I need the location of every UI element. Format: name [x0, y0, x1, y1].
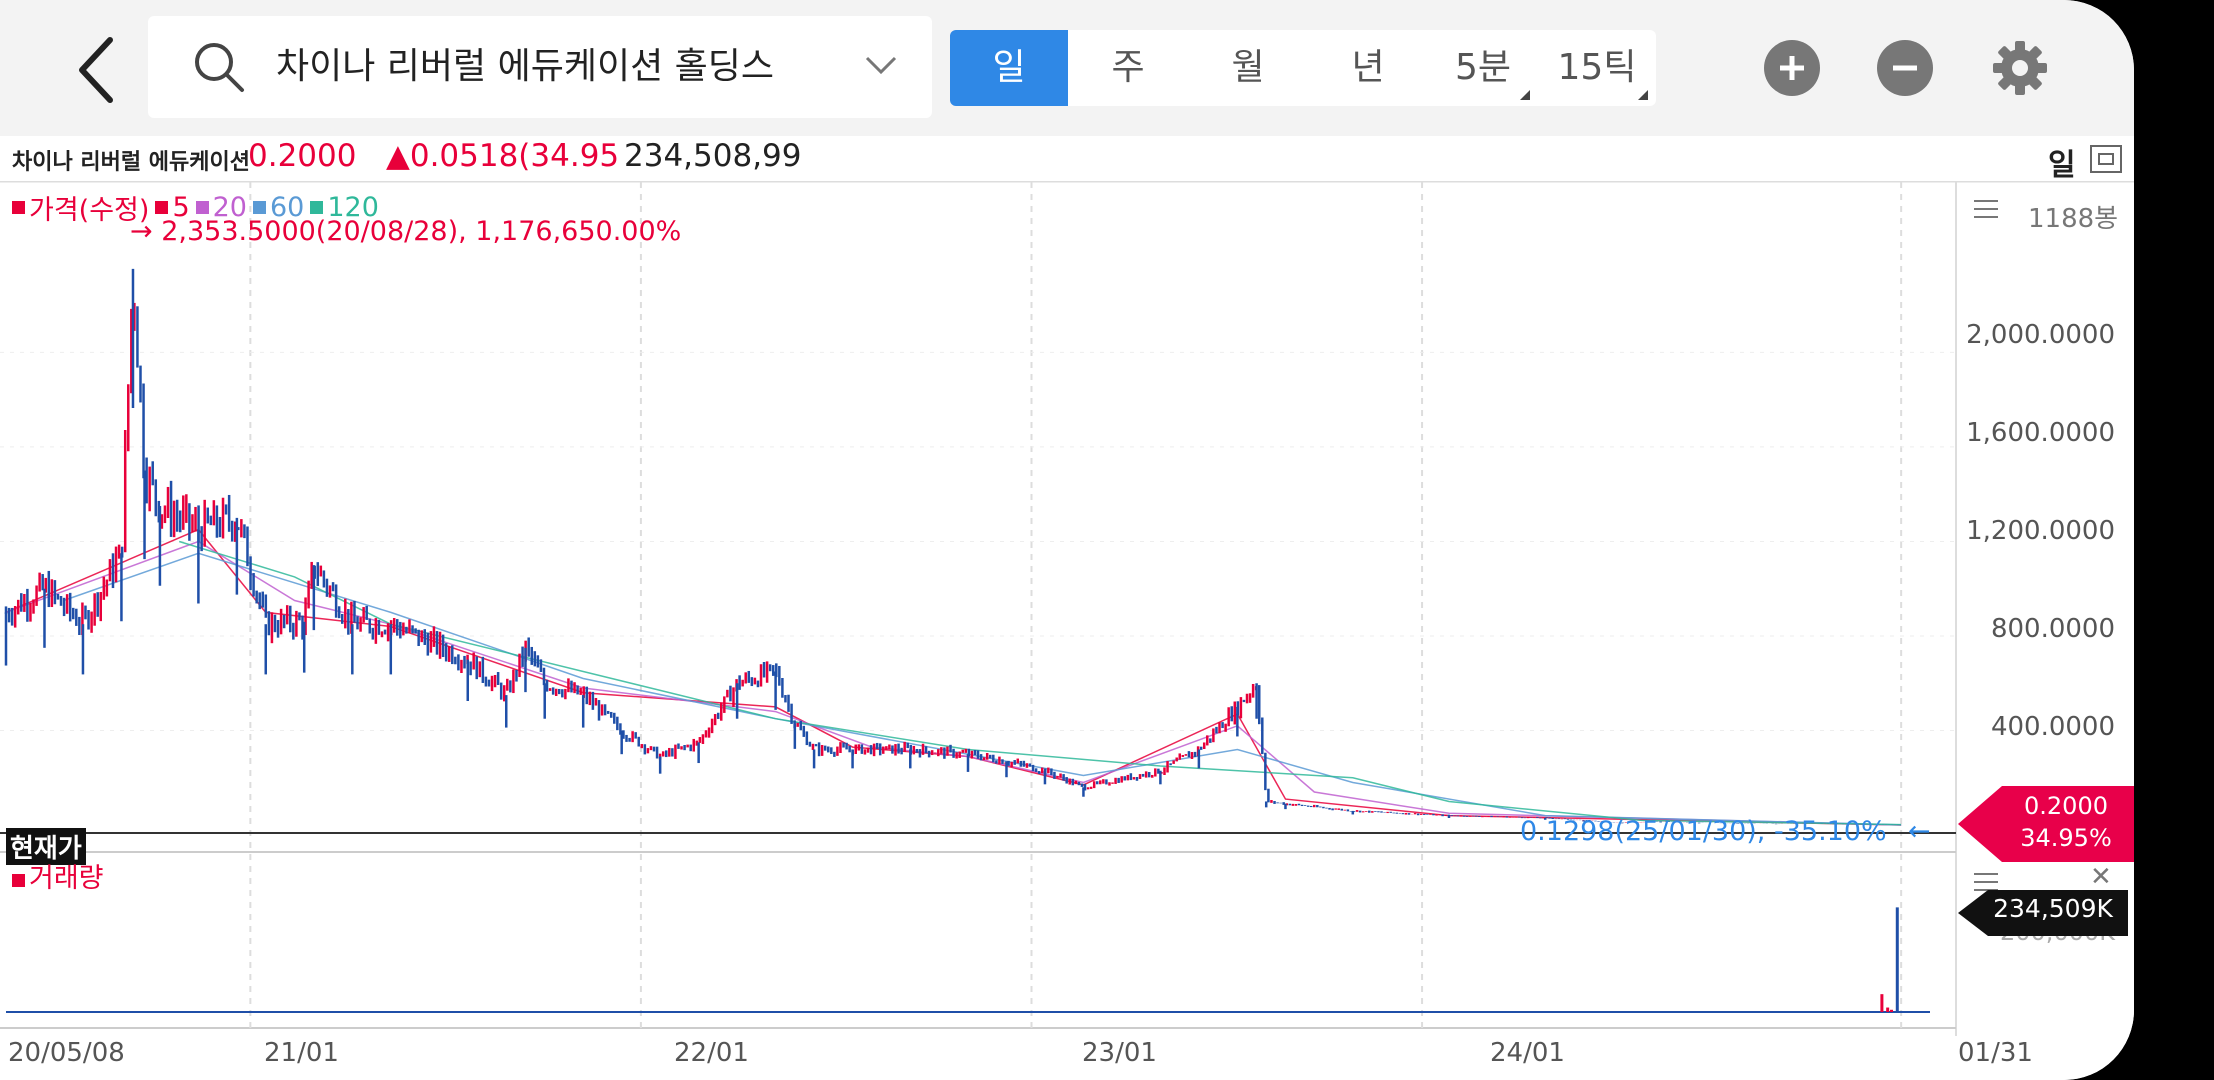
stock-name: 차이나 리버럴 에듀케이션 — [12, 150, 250, 175]
volume-tag-value: 234,509K — [1993, 894, 2113, 923]
x-tick-label: 21/01 — [264, 1038, 339, 1068]
menu-icon[interactable] — [1974, 198, 1998, 220]
ma-line-60 — [63, 552, 1902, 826]
app-screen: 차이나 리버럴 에듀케이션 홀딩스 일 주 월 년 5분 15틱 — [0, 0, 2134, 1080]
tab-5min-label: 5분 — [1454, 47, 1512, 88]
legend-swatch — [12, 201, 25, 214]
price-tag-percent: 34.95% — [2020, 824, 2112, 852]
minus-icon — [1893, 65, 1917, 71]
ma-line-120 — [178, 540, 1902, 826]
left-arrow-icon: ← — [1908, 816, 1931, 847]
price-chart[interactable] — [0, 136, 2134, 1080]
current-price-label: 현재가 — [6, 828, 86, 865]
period-tabs: 일 주 월 년 5분 15틱 — [950, 30, 1656, 106]
legend-ma20-label: 20 — [212, 192, 247, 223]
quote-info-bar: 차이나 리버럴 에듀케이션 0.2000 ▲0.0518(34.95 234,5… — [0, 136, 2134, 183]
tab-month-label: 월 — [1231, 47, 1265, 88]
legend-swatch — [195, 201, 209, 214]
price-change: ▲0.0518(34.95 — [386, 138, 620, 174]
zoom-in-button[interactable] — [1764, 40, 1820, 96]
tab-week[interactable]: 주 — [1068, 30, 1188, 106]
x-tick-label: 24/01 — [1490, 1038, 1565, 1068]
gear-icon — [1993, 41, 2047, 95]
tab-month[interactable]: 월 — [1188, 30, 1308, 106]
back-arrow-icon — [79, 37, 113, 103]
period-label: 일 — [2048, 148, 2076, 183]
x-tick-label: 23/01 — [1082, 1038, 1157, 1068]
search-value: 차이나 리버럴 에듀케이션 홀딩스 — [276, 46, 775, 87]
close-icon[interactable]: ✕ — [2090, 862, 2112, 892]
legend-ma120: 120 — [310, 192, 379, 223]
x-tick-label: 20/05/08 — [8, 1038, 125, 1068]
trade-volume: 234,508,99 — [624, 138, 802, 174]
settings-button[interactable] — [1990, 38, 2050, 98]
dropdown-corner-icon — [1520, 90, 1530, 100]
zoom-out-button[interactable] — [1877, 40, 1933, 96]
back-button[interactable] — [62, 30, 132, 110]
legend-ma60: 60 — [252, 192, 305, 223]
tab-week-label: 주 — [1111, 47, 1145, 88]
y-tick-label: 400.0000 — [1990, 712, 2115, 742]
y-tick-label: 1,600.0000 — [1966, 418, 2115, 448]
chart-type-button[interactable] — [2090, 145, 2122, 173]
current-price: 0.2000 — [248, 138, 357, 174]
volume-title-label: 거래량 — [29, 863, 104, 894]
volume-panel-title: 거래량 — [12, 856, 104, 895]
low-annotation: 0.1298(25/01/30), -35.10% — [1520, 816, 1887, 847]
legend-ma5: 5 — [155, 192, 190, 223]
y-tick-label: 2,000.0000 — [1966, 320, 2115, 350]
tab-day-label: 일 — [992, 47, 1026, 88]
chart-legend: 가격(수정) 5 20 60 120 — [12, 188, 379, 227]
chevron-down-icon[interactable] — [864, 54, 898, 78]
tab-15tick-label: 15틱 — [1557, 47, 1637, 88]
legend-ma120-label: 120 — [327, 192, 379, 223]
legend-ma20: 20 — [195, 192, 247, 223]
volume-tag — [1958, 890, 2128, 936]
bar-count: 1188봉 — [2028, 204, 2119, 234]
legend-swatch — [155, 201, 169, 214]
legend-price-label: 가격(수정) — [29, 195, 150, 226]
high-annotation: → 2,353.5000(20/08/28), 1,176,650.00% — [130, 216, 682, 247]
chart-type-icon — [2098, 153, 2114, 165]
y-tick-label: 1,200.0000 — [1966, 516, 2115, 546]
x-tick-label: 01/31 — [1958, 1038, 2033, 1068]
ma-line-20 — [5, 540, 1902, 826]
top-bar: 차이나 리버럴 에듀케이션 홀딩스 일 주 월 년 5분 15틱 — [0, 0, 2134, 135]
ma-line-5 — [5, 528, 1902, 826]
search-icon — [195, 43, 244, 92]
tab-day[interactable]: 일 — [950, 30, 1068, 106]
tab-15tick[interactable]: 15틱 — [1538, 30, 1656, 106]
current-price-tag — [1958, 786, 2134, 862]
stock-search-field[interactable]: 차이나 리버럴 에듀케이션 홀딩스 — [148, 16, 932, 118]
legend-swatch — [12, 874, 25, 887]
chart-area[interactable]: 차이나 리버럴 에듀케이션 0.2000 ▲0.0518(34.95 234,5… — [0, 136, 2134, 1080]
legend-price: 가격(수정) — [12, 188, 149, 227]
legend-swatch — [252, 201, 266, 214]
tab-5min[interactable]: 5분 — [1428, 30, 1538, 106]
x-tick-label: 22/01 — [674, 1038, 749, 1068]
plus-icon — [1780, 56, 1804, 80]
legend-swatch — [310, 201, 324, 214]
legend-ma60-label: 60 — [269, 192, 305, 223]
tab-year-label: 년 — [1351, 47, 1385, 88]
dropdown-corner-icon — [1638, 90, 1648, 100]
y-tick-label: 800.0000 — [1990, 614, 2115, 644]
price-tag-value: 0.2000 — [2024, 792, 2108, 820]
legend-ma5-label: 5 — [172, 192, 190, 223]
tab-year[interactable]: 년 — [1308, 30, 1428, 106]
